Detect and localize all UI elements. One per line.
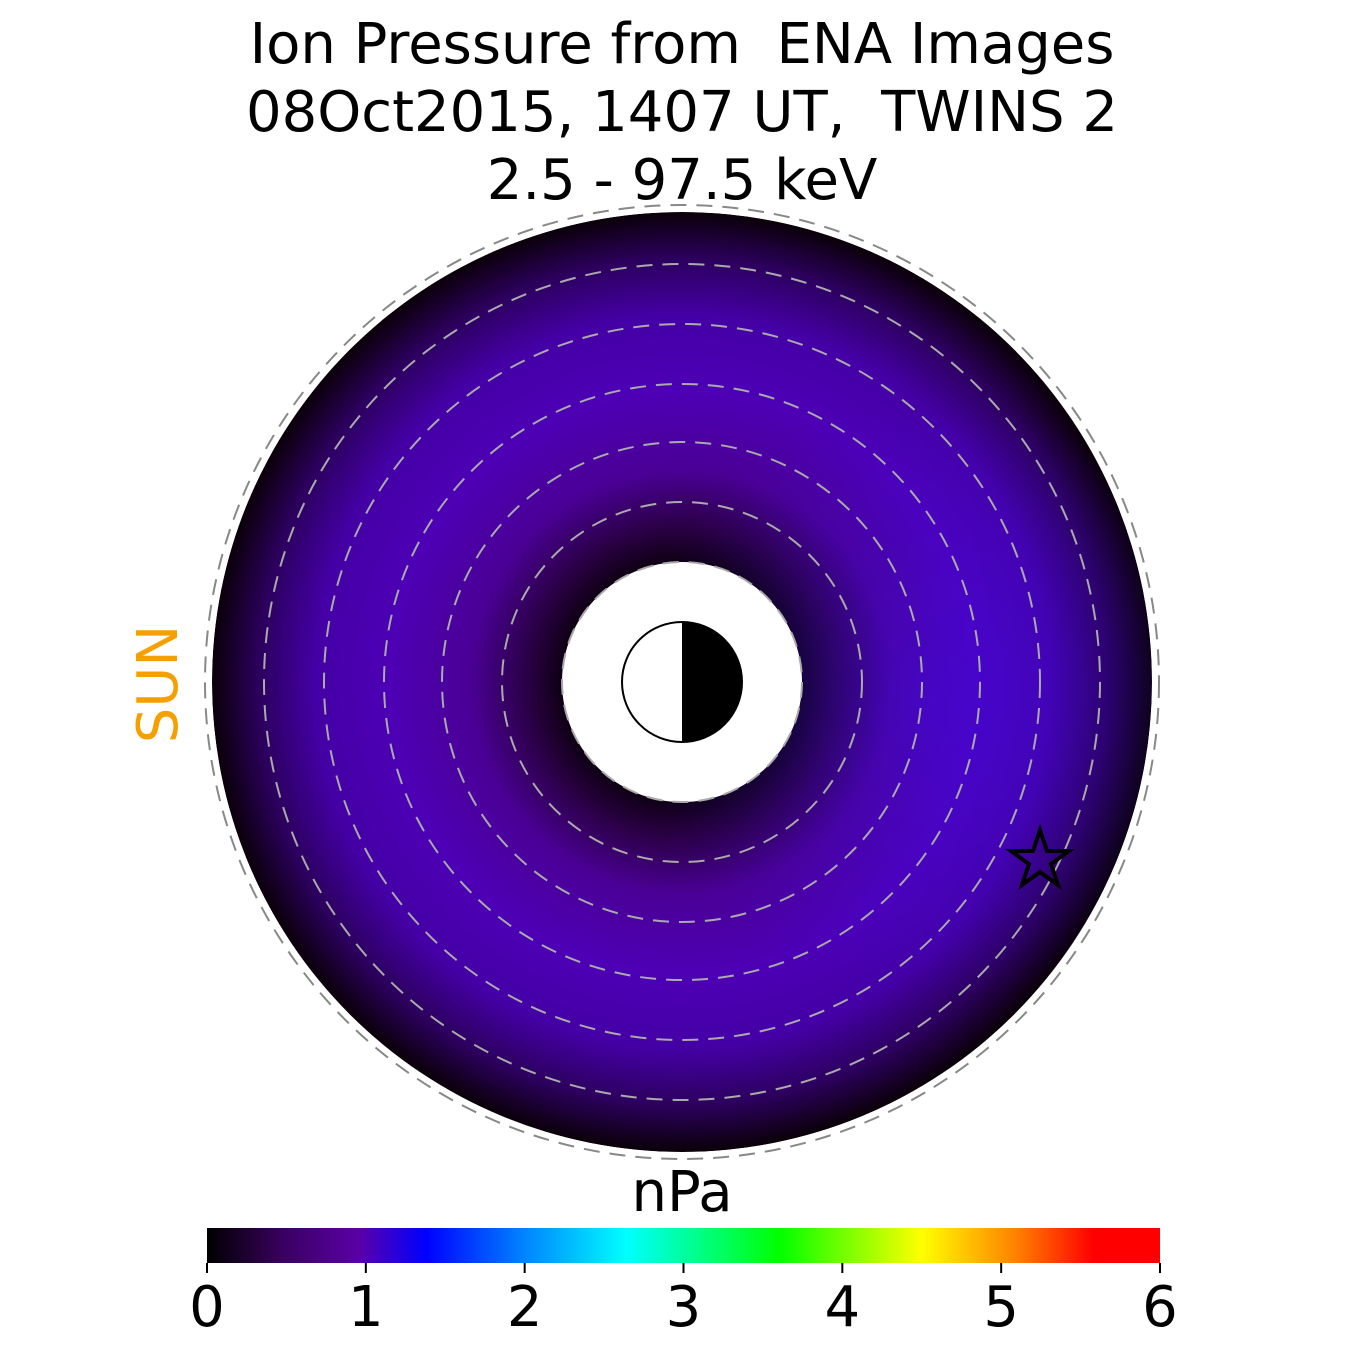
colorbar-label: nPa	[631, 1160, 732, 1225]
range-circle	[501, 501, 863, 863]
satellite-star	[1004, 823, 1076, 891]
range-circle	[323, 323, 1041, 1041]
title-line: 2.5 - 97.5 keV	[487, 148, 878, 213]
range-circle	[383, 383, 981, 981]
title-line: Ion Pressure from ENA Images	[250, 12, 1115, 77]
colorbar	[207, 1228, 1160, 1263]
range-circles	[204, 204, 1160, 1160]
colorbar-tick-label: 2	[507, 1275, 543, 1340]
range-circle	[263, 263, 1101, 1101]
sun-label: SUN	[126, 625, 191, 743]
colorbar-tick-label: 1	[348, 1275, 384, 1340]
colorbar-tick-label: 4	[825, 1275, 861, 1340]
range-circle	[561, 561, 803, 803]
earth	[621, 621, 743, 743]
title-line: 08Oct2015, 1407 UT, TWINS 2	[246, 80, 1118, 145]
earth-night	[682, 622, 742, 742]
colorbar-tick-label: 0	[189, 1275, 225, 1340]
colorbar-tick-label: 5	[983, 1275, 1019, 1340]
range-circle	[441, 441, 923, 923]
colorbar-tick-label: 6	[1142, 1275, 1178, 1340]
colorbar-tick-label: 3	[666, 1275, 702, 1340]
range-circle	[204, 204, 1160, 1160]
